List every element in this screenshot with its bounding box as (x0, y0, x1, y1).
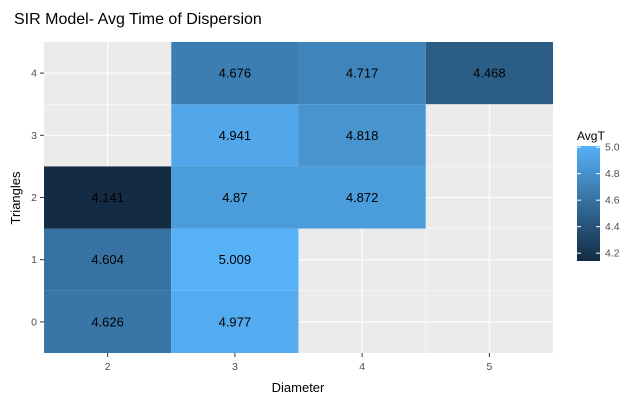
heatmap-cell (298, 104, 426, 167)
cell-value-label: 4.604 (91, 252, 124, 267)
y-axis: 0 1 2 3 4 (31, 68, 44, 328)
cell-value-label: 4.977 (219, 314, 252, 329)
x-tick-label: 5 (486, 361, 492, 373)
heatmap-cell (171, 290, 299, 353)
legend-tick-label: 4.8 (605, 168, 620, 180)
y-tick-label: 4 (31, 68, 37, 80)
legend-title: AvgT (577, 129, 605, 143)
legend-tick-label: 4.6 (605, 195, 620, 207)
x-tick-label: 4 (359, 361, 365, 373)
cell-value-label: 4.818 (346, 128, 379, 143)
cell-value-label: 4.872 (346, 190, 379, 205)
x-tick-label: 3 (232, 361, 238, 373)
legend: AvgT 4.2 4.4 4.6 4.8 5.0 (577, 129, 620, 261)
legend-tick-label: 4.4 (605, 221, 620, 233)
chart-title: SIR Model- Avg Time of Dispersion (14, 11, 262, 28)
heatmap-cell (298, 42, 426, 105)
legend-colorbar (577, 146, 600, 261)
heatmap-cell (171, 166, 299, 229)
cell-value-label: 4.676 (219, 66, 252, 81)
cell-value-label: 4.141 (91, 190, 124, 205)
heatmap-cell (44, 228, 172, 291)
heatmap-cell (298, 166, 426, 229)
heatmap-cell (44, 166, 172, 229)
heatmap-cells (44, 42, 553, 353)
x-axis-title: Diameter (272, 380, 325, 395)
heatmap-cell (171, 228, 299, 291)
cell-value-label: 4.468 (473, 66, 506, 81)
legend-tick-label: 4.2 (605, 248, 620, 260)
y-axis-title: Triangles (8, 171, 23, 224)
x-axis: 2 3 4 5 (105, 353, 492, 373)
cell-value-label: 4.626 (91, 314, 124, 329)
x-tick-label: 2 (105, 361, 111, 373)
cell-value-label: 4.941 (219, 128, 252, 143)
cell-value-label: 4.87 (222, 190, 247, 205)
y-tick-label: 0 (31, 316, 37, 328)
legend-tick-label: 5.0 (605, 142, 620, 154)
y-tick-label: 2 (31, 192, 37, 204)
heatmap-cell (425, 42, 553, 105)
heatmap-cell (171, 42, 299, 105)
y-tick-label: 1 (31, 254, 37, 266)
cell-value-label: 4.717 (346, 66, 379, 81)
y-tick-label: 3 (31, 130, 37, 142)
heatmap-cell (44, 290, 172, 353)
heatmap-cell (171, 104, 299, 167)
cell-value-label: 5.009 (219, 252, 252, 267)
cell-labels: 4.626 4.977 4.604 5.009 4.141 4.87 4.872 4.941 4… (91, 66, 505, 330)
